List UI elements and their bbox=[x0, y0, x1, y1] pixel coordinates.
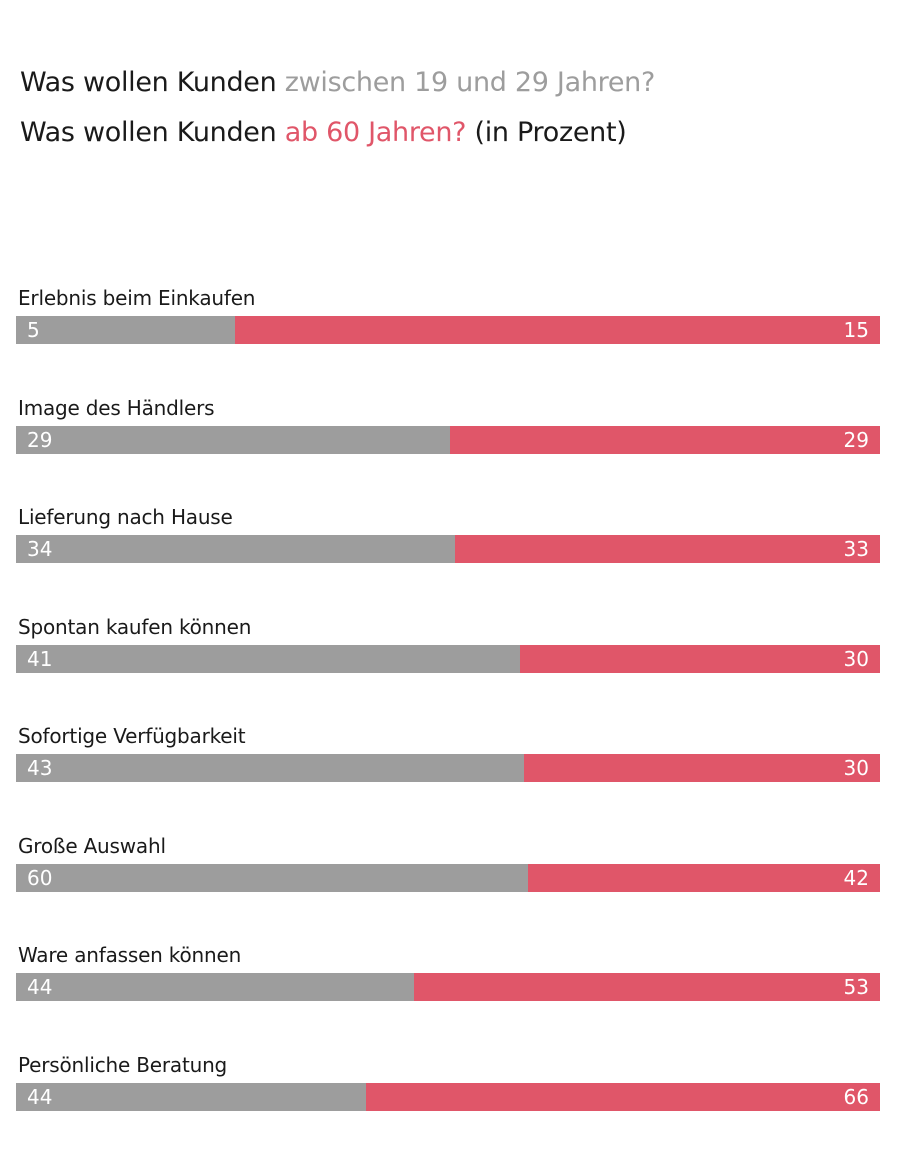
bar-segment-young bbox=[16, 426, 450, 454]
bar-segment-young bbox=[16, 535, 455, 563]
title-line2-prefix: Was wollen Kunden bbox=[20, 117, 285, 148]
bar-segment-old bbox=[450, 426, 880, 454]
bar-segment-young bbox=[16, 864, 528, 892]
bar-row: Ware anfassen können 44 53 bbox=[16, 940, 880, 1010]
category-label: Sofortige Verfügbarkeit bbox=[18, 724, 246, 748]
category-label: Große Auswahl bbox=[18, 834, 166, 858]
category-label: Persönliche Beratung bbox=[18, 1053, 228, 1077]
title-unit: (in Prozent) bbox=[466, 117, 627, 148]
stacked-bar: 60 42 bbox=[16, 864, 880, 892]
bar-segment-young bbox=[16, 316, 235, 344]
title-old-highlight: ab 60 Jahren? bbox=[284, 117, 467, 148]
stacked-bar: 44 66 bbox=[16, 1083, 880, 1111]
bar-row: Image des Händlers 29 29 bbox=[16, 393, 880, 463]
value-label-young: 34 bbox=[27, 537, 53, 561]
stacked-bar: 44 53 bbox=[16, 973, 880, 1001]
bar-row: Spontan kaufen können 41 30 bbox=[16, 612, 880, 682]
bar-row: Persönliche Beratung 44 66 bbox=[16, 1050, 880, 1120]
bar-row: Sofortige Verfügbarkeit 43 30 bbox=[16, 721, 880, 791]
category-label: Lieferung nach Hause bbox=[18, 505, 233, 529]
value-label-old: 66 bbox=[843, 1085, 869, 1109]
bar-segment-old bbox=[520, 645, 880, 673]
bar-segment-young bbox=[16, 973, 414, 1001]
value-label-young: 29 bbox=[27, 428, 53, 452]
value-label-young: 44 bbox=[27, 1085, 53, 1109]
bar-segment-old bbox=[414, 973, 880, 1001]
bar-segment-old bbox=[366, 1083, 880, 1111]
bar-row: Lieferung nach Hause 34 33 bbox=[16, 502, 880, 572]
value-label-old: 15 bbox=[843, 318, 869, 342]
category-label: Spontan kaufen können bbox=[18, 615, 252, 639]
title-line1-prefix: Was wollen Kunden bbox=[20, 67, 285, 98]
stacked-bar: 5 15 bbox=[16, 316, 880, 344]
title-line-old: Was wollen Kunden ab 60 Jahren? (in Proz… bbox=[20, 108, 655, 158]
value-label-young: 41 bbox=[27, 647, 53, 671]
title-line-young: Was wollen Kunden zwischen 19 und 29 Jah… bbox=[20, 58, 655, 108]
bar-segment-old bbox=[528, 864, 880, 892]
value-label-young: 43 bbox=[27, 756, 53, 780]
category-label: Erlebnis beim Einkaufen bbox=[18, 286, 256, 310]
value-label-young: 60 bbox=[27, 866, 53, 890]
bar-row: Große Auswahl 60 42 bbox=[16, 831, 880, 901]
value-label-old: 30 bbox=[843, 647, 869, 671]
bar-row: Erlebnis beim Einkaufen 5 15 bbox=[16, 283, 880, 353]
bar-segment-young bbox=[16, 754, 524, 782]
bar-segment-old bbox=[235, 316, 880, 344]
value-label-old: 30 bbox=[843, 756, 869, 780]
value-label-old: 42 bbox=[843, 866, 869, 890]
stacked-bar: 43 30 bbox=[16, 754, 880, 782]
bar-segment-old bbox=[455, 535, 880, 563]
bar-segment-young bbox=[16, 1083, 366, 1111]
stacked-bar: 29 29 bbox=[16, 426, 880, 454]
value-label-young: 5 bbox=[27, 318, 40, 342]
category-label: Image des Händlers bbox=[18, 396, 215, 420]
value-label-old: 29 bbox=[843, 428, 869, 452]
value-label-old: 33 bbox=[843, 537, 869, 561]
value-label-young: 44 bbox=[27, 975, 53, 999]
category-label: Ware anfassen können bbox=[18, 943, 242, 967]
title-young-highlight: zwischen 19 und 29 Jahren? bbox=[284, 67, 656, 98]
chart-title: Was wollen Kunden zwischen 19 und 29 Jah… bbox=[20, 58, 655, 158]
value-label-old: 53 bbox=[843, 975, 869, 999]
bar-segment-old bbox=[524, 754, 880, 782]
stacked-bar: 34 33 bbox=[16, 535, 880, 563]
bar-segment-young bbox=[16, 645, 520, 673]
stacked-bar: 41 30 bbox=[16, 645, 880, 673]
